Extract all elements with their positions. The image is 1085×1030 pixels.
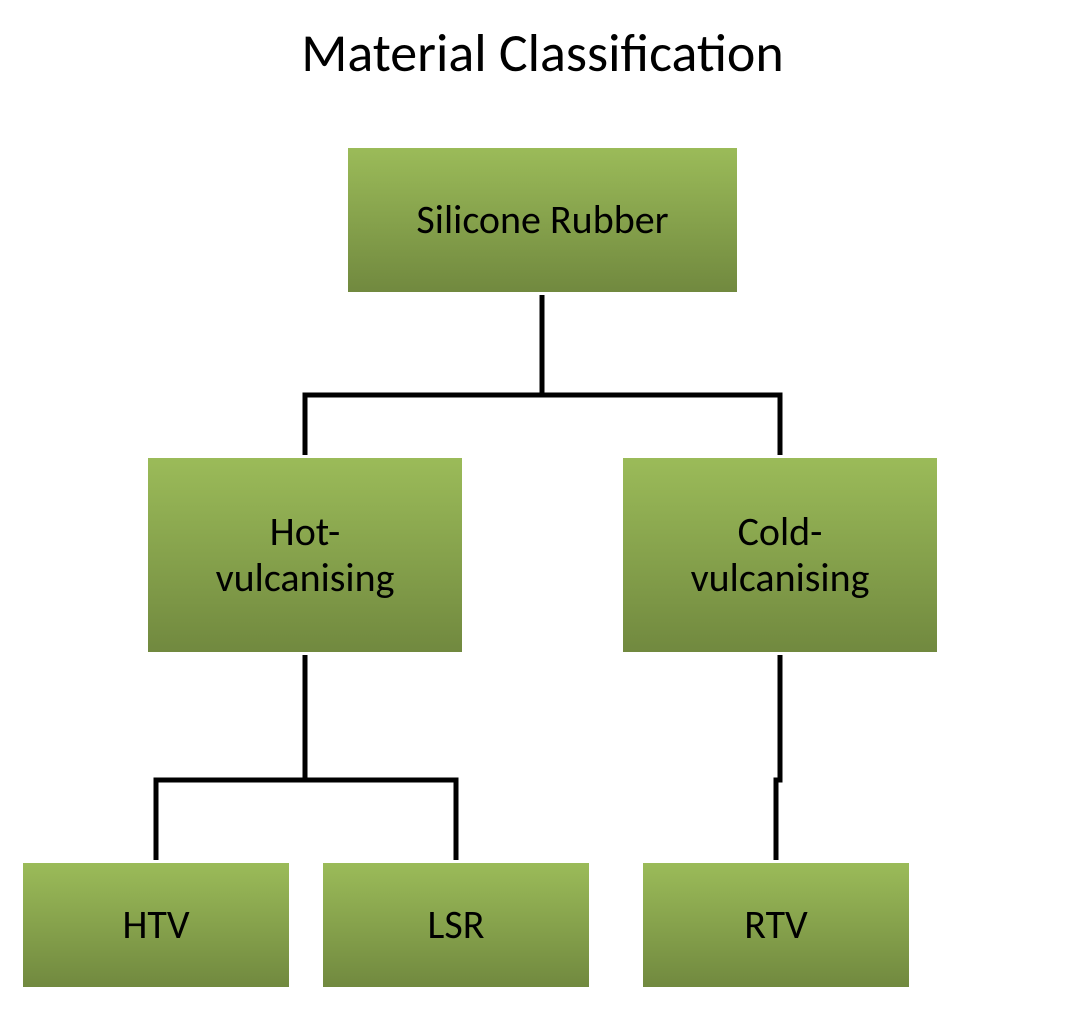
node-htv: HTV xyxy=(20,860,292,990)
node-root: Silicone Rubber xyxy=(345,145,740,295)
diagram-canvas: Material Classification Silicone Rubber … xyxy=(0,0,1085,1030)
diagram-title: Material Classification xyxy=(200,20,885,100)
node-cold: Cold- vulcanising xyxy=(620,455,940,655)
node-rtv: RTV xyxy=(640,860,912,990)
node-lsr: LSR xyxy=(320,860,592,990)
node-hot: Hot- vulcanising xyxy=(145,455,465,655)
